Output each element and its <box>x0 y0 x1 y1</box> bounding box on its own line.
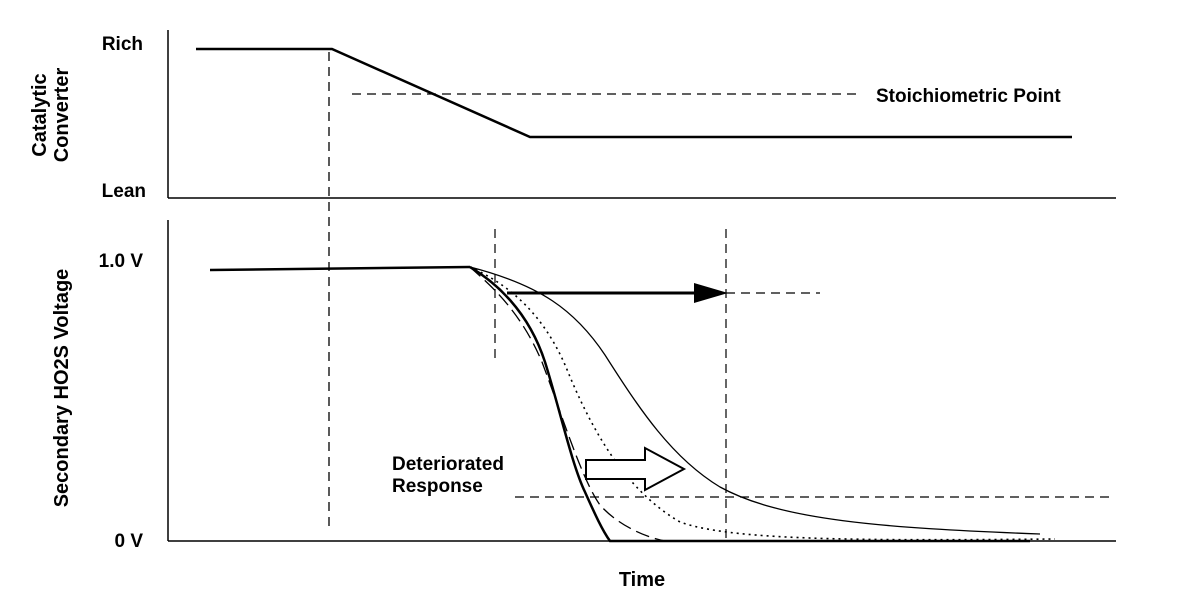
top-y-axis-title-line2: Converter <box>51 68 73 163</box>
voltage-plateau-line <box>209 265 471 272</box>
catalyst-condition-line <box>196 47 1072 139</box>
deteriorated-label-line2: Response <box>392 476 483 497</box>
deteriorated-response-curve-1 <box>469 266 666 542</box>
deteriorated-response-curve-3 <box>469 266 1041 535</box>
stoichiometric-label: Stoichiometric Point <box>876 86 1061 107</box>
bottom-panel: 1.0 V 0 V Secondary HO2S Voltage Deterio… <box>51 220 1116 552</box>
lean-label: Lean <box>102 181 146 202</box>
delay-arrow-head <box>694 283 728 303</box>
top-panel: Rich Lean Catalytic Converter Stoichiome… <box>29 30 1116 202</box>
bottom-y-axis-title: Secondary HO2S Voltage <box>51 269 73 508</box>
voltage-high-label: 1.0 V <box>99 251 144 272</box>
rich-label: Rich <box>102 34 143 55</box>
deterioration-hollow-arrow <box>585 446 687 492</box>
deteriorated-label-line1: Deteriorated <box>392 454 504 475</box>
good-response-curve <box>469 265 1030 543</box>
x-axis-label: Time <box>619 569 665 591</box>
top-y-axis-title-line1: Catalytic <box>29 73 51 156</box>
voltage-low-label: 0 V <box>114 531 143 552</box>
deteriorated-response-curve-2 <box>469 266 1056 541</box>
